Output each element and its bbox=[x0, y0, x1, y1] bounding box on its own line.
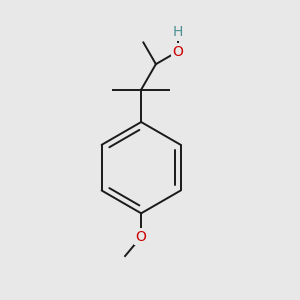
Text: O: O bbox=[136, 230, 147, 244]
Text: O: O bbox=[172, 45, 183, 58]
Text: H: H bbox=[172, 26, 183, 40]
